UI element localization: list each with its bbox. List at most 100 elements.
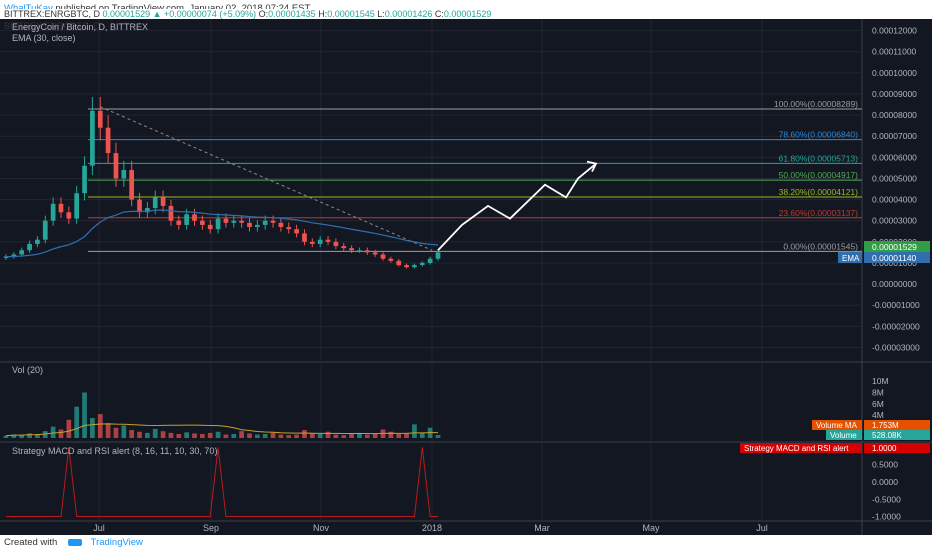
- volume-bar: [184, 432, 190, 438]
- ticker-open-label: O:: [258, 9, 269, 19]
- candle-body: [207, 224, 213, 230]
- strategy-tick-label: 0.5000: [872, 460, 898, 470]
- price-tick-label: 0.00005000: [872, 173, 917, 183]
- candle-body: [3, 256, 9, 258]
- price-tick-label: -0.00001000: [872, 300, 920, 310]
- price-tick-label: 0.00012000: [872, 26, 917, 36]
- volume-bar: [254, 434, 260, 438]
- volume-bar: [74, 406, 80, 438]
- volume-bar: [145, 432, 150, 438]
- ema-value: 0.00001140: [872, 253, 917, 263]
- last-price-value: 0.00001529: [872, 242, 917, 252]
- time-axis-labels: Jul Sep Nov 2018 Mar May Jul: [93, 523, 768, 533]
- candle-body: [270, 220, 276, 223]
- volume-bar: [286, 435, 292, 438]
- volume-bar: [419, 432, 425, 438]
- candle-body: [137, 199, 142, 213]
- last-price-tag: [864, 241, 930, 252]
- volume-value: 528.08K: [872, 431, 902, 440]
- volume-bar: [176, 434, 182, 438]
- tradingview-brand-link[interactable]: TradingView: [90, 537, 143, 548]
- ticker-close: 0.00001529: [443, 9, 492, 19]
- candle-body: [200, 220, 205, 225]
- chart-title: EnergyCoin / Bitcoin, D, BITTREX: [12, 22, 148, 32]
- volume-bar: [357, 432, 362, 438]
- author-link[interactable]: WhalTuKay: [4, 3, 53, 14]
- candle-body: [333, 241, 339, 247]
- price-tick-label: 0.00007000: [872, 131, 917, 141]
- alert-value-box: [864, 443, 930, 453]
- volume-bar: [82, 392, 87, 438]
- candle-body: [42, 220, 48, 240]
- volume-bar: [105, 423, 111, 438]
- volume-bar: [247, 433, 252, 438]
- time-tick-label: Nov: [313, 523, 330, 533]
- volume-bar: [317, 434, 323, 438]
- fib-level-label: 0.00%(0.00001545): [783, 241, 858, 251]
- fib-level-label: 100.00%(0.00008289): [774, 99, 858, 109]
- volume-bar: [412, 424, 417, 438]
- volume-label: Volume: [830, 431, 857, 440]
- volume-bar: [396, 434, 402, 438]
- volume-ma-label-box: [812, 420, 862, 430]
- volume-bar: [192, 433, 197, 438]
- volume-bar: [207, 432, 213, 438]
- candle-body: [231, 220, 237, 223]
- volume-bar: [35, 434, 40, 438]
- volume-bar: [200, 434, 205, 438]
- candle-body: [145, 208, 150, 213]
- volume-bar: [435, 434, 441, 438]
- volume-bar: [388, 431, 394, 438]
- candle-body: [388, 258, 394, 261]
- candle-body: [215, 218, 221, 230]
- volume-bar: [113, 427, 119, 438]
- volume-bar: [3, 435, 9, 438]
- fib-level-label: 50.00%(0.00004917): [779, 170, 859, 180]
- candle-body: [247, 222, 252, 228]
- candle-body: [309, 241, 315, 244]
- candle-body: [11, 254, 17, 257]
- volume-bar: [309, 433, 315, 438]
- volume-bar: [66, 419, 72, 438]
- volume-bar: [372, 434, 378, 438]
- volume-bar: [404, 433, 409, 438]
- macd-rsi-alert-line: [6, 447, 438, 518]
- price-tick-label: 0.00004000: [872, 195, 917, 205]
- candle-body: [97, 110, 103, 128]
- ohlc-strip: BITTREX:ENRGBTC, D 0.00001529 ▲ +0.00000…: [0, 9, 932, 19]
- fib-level-label: 61.80%(0.00005713): [779, 153, 859, 163]
- candle-body: [349, 248, 354, 251]
- candle-body: [50, 203, 56, 221]
- candle-body: [372, 252, 378, 255]
- price-tick-label: 0.00010000: [872, 68, 917, 78]
- candle-body: [168, 205, 174, 221]
- volume-tick-label: 4M: [872, 410, 884, 420]
- volume-pane-title: Vol (20): [12, 365, 43, 375]
- volume-bar: [129, 430, 135, 438]
- trading-chart[interactable]: 100.00%(0.00008289) 78.60%(0.00006840) 61.…: [0, 18, 932, 535]
- candle-body: [412, 265, 417, 268]
- candle-body: [262, 220, 268, 225]
- candle-body: [176, 220, 182, 225]
- volume-tick-label: 8M: [872, 387, 884, 397]
- price-tick-label: 0.00003000: [872, 216, 917, 226]
- volume-tick-label: 10M: [872, 376, 889, 386]
- candle-body: [66, 212, 72, 219]
- ticker-close-label: C:: [434, 9, 444, 19]
- ticker-last: 0.00001529: [102, 9, 151, 19]
- fib-level-label: 78.60%(0.00006840): [779, 130, 859, 140]
- price-tick-label: -0.00003000: [872, 342, 920, 352]
- volume-bar: [333, 434, 339, 438]
- ticker-symbol: BITTREX:ENRGBTC, D: [4, 21, 101, 31]
- candle-body: [160, 197, 166, 206]
- candle-body: [294, 229, 299, 234]
- candle-body: [325, 239, 331, 242]
- candle-body: [404, 265, 409, 268]
- publish-info: published on TradingView.com, January 02…: [55, 3, 310, 14]
- candle-body: [278, 222, 284, 228]
- volume-bar: [90, 418, 95, 438]
- volume-bar: [19, 435, 25, 438]
- ema-tag-label: EMA: [842, 254, 860, 263]
- candle-body: [121, 169, 127, 179]
- candle-body: [239, 220, 244, 223]
